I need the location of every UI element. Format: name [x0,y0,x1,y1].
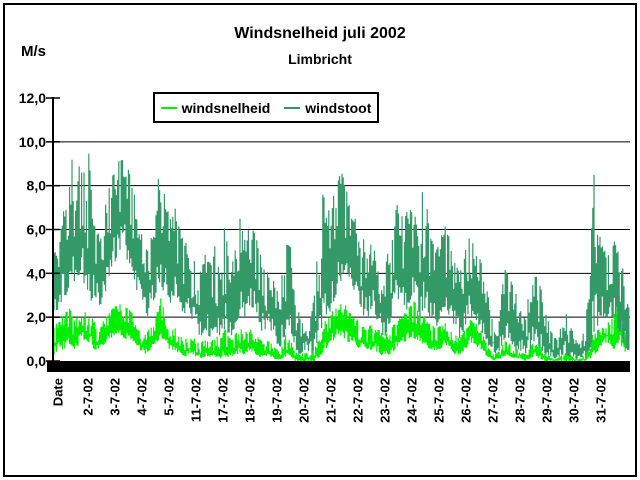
x-tick-label: 2-7-02 [81,378,96,416]
y-axis-unit-label: M/s [21,43,47,60]
legend: windsnelheid windstoot [153,92,379,123]
x-tick-label: 29-7-02 [540,378,555,423]
windstoot-line-swatch-icon [284,106,301,109]
x-tick-label: 25-7-02 [432,378,447,423]
y-tick-label: 4,0 [27,265,47,281]
x-tick-label: 26-7-02 [459,378,474,423]
x-tick-label: 11-7-02 [189,378,204,422]
x-tick-label: 23-7-02 [378,378,393,423]
legend-label-windsnelheid: windsnelheid [181,99,271,116]
legend-item-windstoot: windstoot [284,100,371,116]
chart-subtitle: Limbricht [288,51,352,67]
x-tick-label: 17-7-02 [216,378,231,423]
x-tick-label: 22-7-02 [351,378,366,423]
chart-title: Windsnelheid juli 2002 [234,25,406,42]
y-axis-tick-labels: 0,0 2,0 4,0 6,0 8,0 10,0 12,0 [19,90,46,369]
x-tick-label: 27-7-02 [486,378,501,423]
x-axis-bar [47,361,630,372]
x-tick-label: 3-7-02 [108,378,123,416]
x-tick-label: 20-7-02 [297,378,312,423]
y-tick-label: 8,0 [27,178,47,194]
x-tick-label: 24-7-02 [405,378,420,423]
x-tick-label: 18-7-02 [243,378,258,423]
windsnelheid-line-swatch-icon [160,106,177,109]
legend-label-windstoot: windstoot [305,99,372,116]
y-tick-label: 6,0 [27,222,47,238]
x-tick-label: 31-7-02 [594,378,609,423]
y-tick-label: 12,0 [19,90,46,106]
y-tick-label: 0,0 [27,353,47,369]
x-axis-title: Date [51,378,66,406]
y-tick-label: 10,0 [19,134,46,150]
x-tick-label: 19-7-02 [270,378,285,423]
x-tick-label: 28-7-02 [513,378,528,423]
x-axis-tick-labels: 2-7-02 3-7-02 4-7-02 5-7-02 11-7-02 17-7-02 18… [81,378,609,423]
x-tick-label: 5-7-02 [162,378,177,416]
axes [46,97,630,372]
data-series [53,153,630,361]
x-tick-label: 4-7-02 [135,378,150,416]
legend-item-windsnelheid: windsnelheid [160,99,271,116]
y-tick-label: 2,0 [27,309,47,325]
x-tick-label: 21-7-02 [324,378,339,423]
x-tick-label: 30-7-02 [567,378,582,423]
